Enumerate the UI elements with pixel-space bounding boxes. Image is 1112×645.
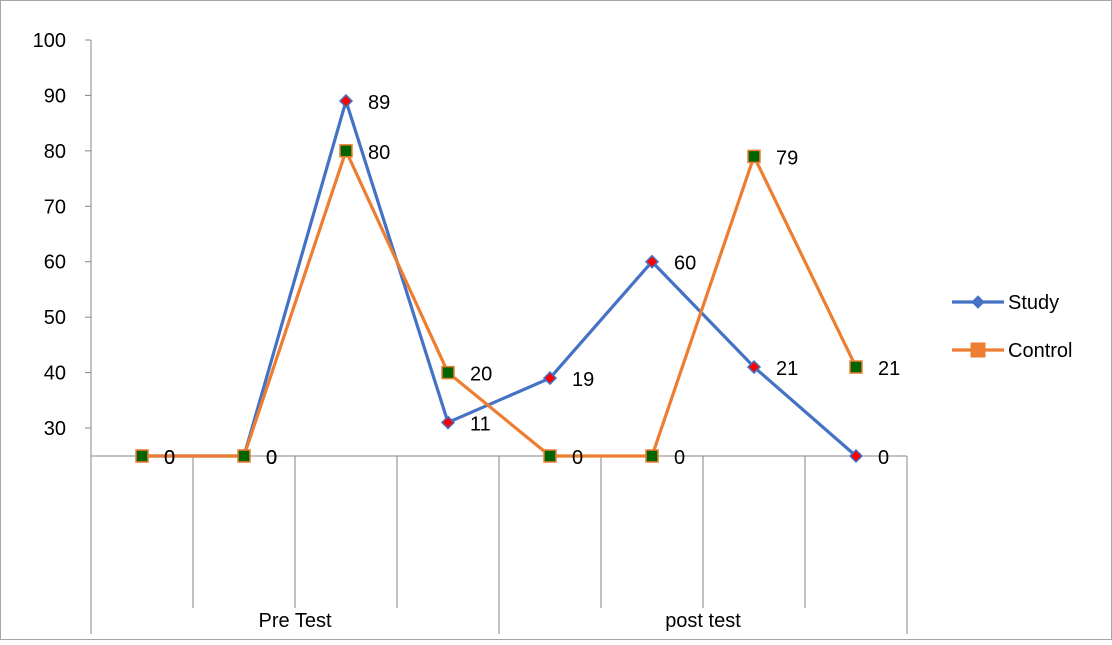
legend-marker-study	[971, 295, 985, 309]
data-label-study: 89	[368, 92, 390, 114]
legend: Study Control	[952, 292, 1072, 362]
control-point	[747, 149, 761, 164]
data-label-control: 21	[878, 358, 900, 380]
control-point	[849, 360, 863, 374]
y-tick-label: 100	[33, 30, 66, 52]
study-point	[644, 254, 660, 269]
control-point	[645, 449, 659, 463]
control-point	[339, 144, 353, 158]
series-line-study	[142, 99, 858, 458]
x-axis-categories: Pre Test post test	[90, 456, 908, 634]
data-label-study: 0	[164, 447, 175, 469]
y-tick-label: 90	[44, 85, 66, 107]
data-label-study: 21	[776, 358, 798, 380]
y-tick-label: 40	[44, 363, 66, 385]
y-tick-label: 70	[44, 196, 66, 218]
data-label-control: 79	[776, 147, 798, 169]
series-markers	[134, 93, 864, 464]
study-point	[338, 93, 354, 109]
study-point	[746, 359, 762, 375]
data-label-control: 0	[674, 447, 685, 469]
data-label-study: 19	[572, 369, 594, 391]
control-point	[543, 449, 557, 463]
y-tick-label: 50	[44, 307, 66, 329]
y-tick-label: 30	[44, 418, 66, 440]
y-axis-ticks: 30 40 50 60 70 80 90 100	[33, 30, 91, 440]
data-label-study: 0	[878, 447, 889, 469]
control-point	[237, 449, 251, 463]
x-group-label: Pre Test	[259, 610, 332, 632]
control-point	[135, 449, 149, 463]
study-point	[542, 371, 558, 386]
control-point	[441, 365, 455, 380]
data-label-study: 11	[470, 413, 491, 435]
legend-label-control: Control	[1008, 340, 1072, 362]
legend-label-study: Study	[1008, 292, 1059, 314]
data-label-study: 60	[674, 253, 696, 275]
legend-marker-control	[970, 342, 986, 358]
y-tick-label: 60	[44, 252, 66, 274]
study-point	[848, 448, 864, 464]
data-label-control: 80	[368, 142, 390, 164]
data-label-control: 0	[572, 447, 583, 469]
series-line-control	[142, 149, 858, 458]
series-lines	[142, 99, 858, 458]
data-label-control: 0	[164, 447, 175, 469]
x-group-label: post test	[665, 610, 741, 632]
data-label-study: 0	[266, 447, 277, 469]
y-tick-label: 80	[44, 141, 66, 163]
data-label-control: 20	[470, 364, 492, 386]
study-point	[440, 415, 456, 430]
data-label-control: 0	[266, 447, 277, 469]
